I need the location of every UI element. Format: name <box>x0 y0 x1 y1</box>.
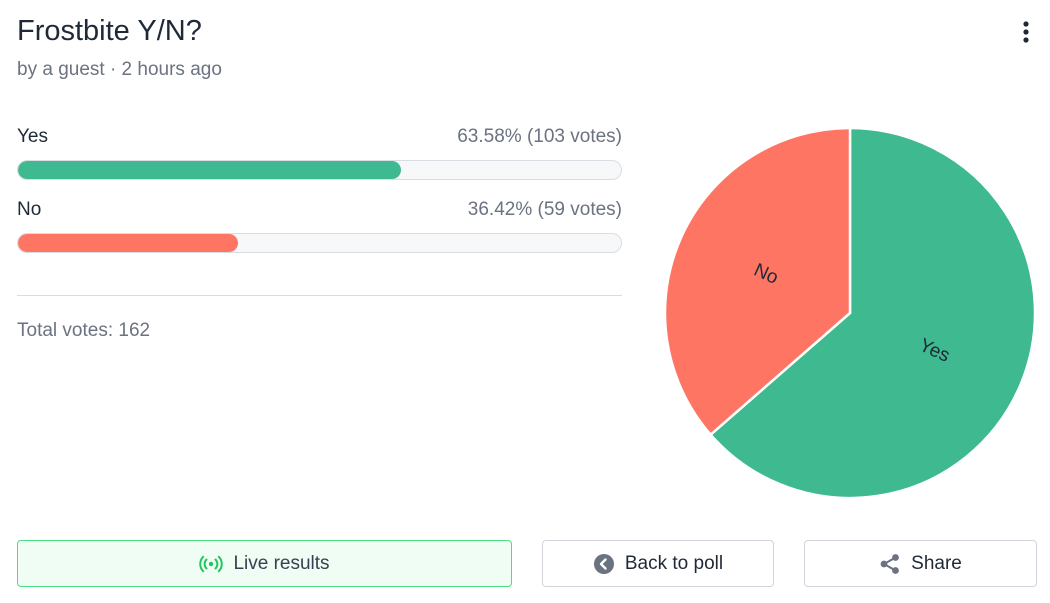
divider <box>17 295 622 296</box>
result-option-no: No 36.42% (59 votes) <box>17 199 622 253</box>
more-menu-button[interactable] <box>1012 16 1040 48</box>
pie-slice-no <box>663 126 852 437</box>
arrow-left-circle-icon <box>593 553 615 575</box>
share-button[interactable]: Share <box>804 540 1037 587</box>
back-to-poll-label: Back to poll <box>624 552 724 574</box>
share-label: Share <box>911 552 962 574</box>
live-results-label: Live results <box>233 552 330 574</box>
result-option-yes: Yes 63.58% (103 votes) <box>17 126 622 180</box>
share-icon <box>879 553 901 575</box>
progress-fill-no <box>18 234 238 252</box>
option-stat: 36.42% (59 votes) <box>467 199 622 220</box>
more-vertical-icon <box>1023 21 1029 43</box>
poll-meta: by a guest · 2 hours ago <box>17 59 222 80</box>
option-stat: 63.58% (103 votes) <box>457 126 622 147</box>
live-results-button[interactable]: Live results <box>17 540 512 587</box>
progress-fill-yes <box>18 161 402 179</box>
option-label: Yes <box>17 126 48 147</box>
results-list: Yes 63.58% (103 votes) No 36.42% (59 vot… <box>17 126 622 272</box>
pie-slice-yes <box>708 126 1037 500</box>
back-to-poll-button[interactable]: Back to poll <box>542 540 774 587</box>
progress-track <box>17 160 622 180</box>
poll-title: Frostbite Y/N? <box>17 15 202 47</box>
option-label: No <box>17 199 42 220</box>
progress-track <box>17 233 622 253</box>
total-votes: Total votes: 162 <box>17 320 151 341</box>
broadcast-icon <box>199 555 224 573</box>
